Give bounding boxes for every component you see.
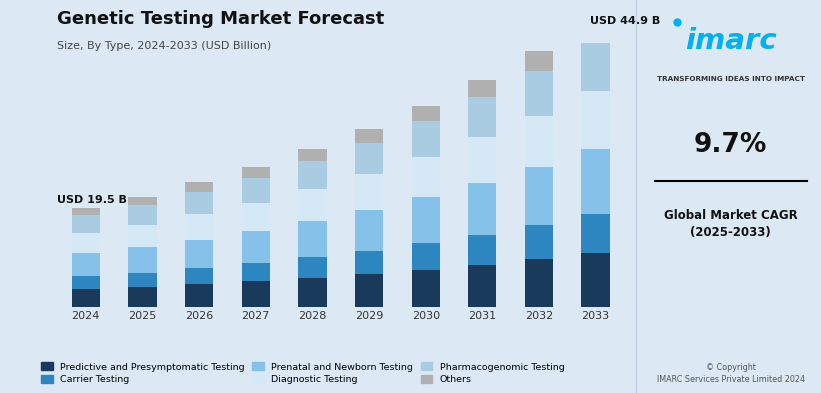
Bar (468, 183, 497, 235)
Bar (525, 71, 553, 116)
Text: Genetic Testing Market Forecast: Genetic Testing Market Forecast (57, 10, 385, 28)
Bar (581, 253, 610, 307)
Bar (581, 214, 610, 253)
Text: 9.7%: 9.7% (694, 132, 768, 158)
Bar (185, 192, 213, 215)
Bar (298, 161, 327, 189)
Bar (128, 247, 157, 273)
Bar (298, 221, 327, 257)
Bar (298, 149, 327, 161)
Bar (355, 210, 383, 251)
Bar (71, 276, 100, 289)
Bar (355, 143, 383, 174)
Bar (468, 97, 497, 138)
Bar (525, 259, 553, 307)
Bar (468, 138, 497, 183)
Bar (355, 251, 383, 274)
Text: © Copyright
IMARC Services Private Limited 2024: © Copyright IMARC Services Private Limit… (657, 363, 805, 384)
Bar (128, 225, 157, 247)
Bar (411, 270, 440, 307)
Bar (468, 80, 497, 97)
Bar (241, 263, 270, 281)
Bar (468, 235, 497, 265)
Bar (71, 289, 100, 307)
Bar (128, 196, 157, 205)
Bar (71, 253, 100, 276)
Bar (525, 225, 553, 259)
Bar (581, 40, 610, 91)
Bar (298, 257, 327, 278)
Bar (185, 215, 213, 240)
Bar (241, 203, 270, 231)
Bar (411, 157, 440, 197)
Text: Size, By Type, 2024-2033 (USD Billion): Size, By Type, 2024-2033 (USD Billion) (57, 41, 272, 51)
Bar (525, 116, 553, 167)
Bar (411, 243, 440, 270)
Text: USD 19.5 B: USD 19.5 B (57, 195, 127, 205)
Bar (525, 51, 553, 71)
Bar (128, 287, 157, 307)
Bar (411, 121, 440, 157)
Bar (71, 208, 100, 215)
Bar (71, 233, 100, 253)
Bar (411, 106, 440, 121)
Bar (128, 205, 157, 225)
Text: TRANSFORMING IDEAS INTO IMPACT: TRANSFORMING IDEAS INTO IMPACT (657, 75, 805, 82)
Legend: Predictive and Presymptomatic Testing, Carrier Testing, Prenatal and Newborn Tes: Predictive and Presymptomatic Testing, C… (38, 358, 568, 388)
Bar (525, 167, 553, 225)
Text: Global Market CAGR
(2025-2033): Global Market CAGR (2025-2033) (664, 209, 797, 239)
Bar (241, 178, 270, 203)
Bar (241, 167, 270, 178)
Bar (71, 215, 100, 233)
Bar (355, 274, 383, 307)
Text: USD 44.9 B: USD 44.9 B (590, 16, 660, 26)
Bar (185, 284, 213, 307)
Bar (355, 174, 383, 210)
Bar (298, 189, 327, 221)
Bar (355, 129, 383, 143)
Bar (128, 273, 157, 287)
Bar (185, 182, 213, 192)
Bar (241, 231, 270, 263)
Bar (298, 278, 327, 307)
Bar (581, 149, 610, 215)
Bar (185, 240, 213, 268)
Bar (241, 281, 270, 307)
Bar (185, 268, 213, 284)
Bar (581, 29, 610, 40)
Bar (411, 197, 440, 243)
Bar (581, 91, 610, 149)
Text: imarc: imarc (685, 27, 777, 55)
Bar (468, 265, 497, 307)
